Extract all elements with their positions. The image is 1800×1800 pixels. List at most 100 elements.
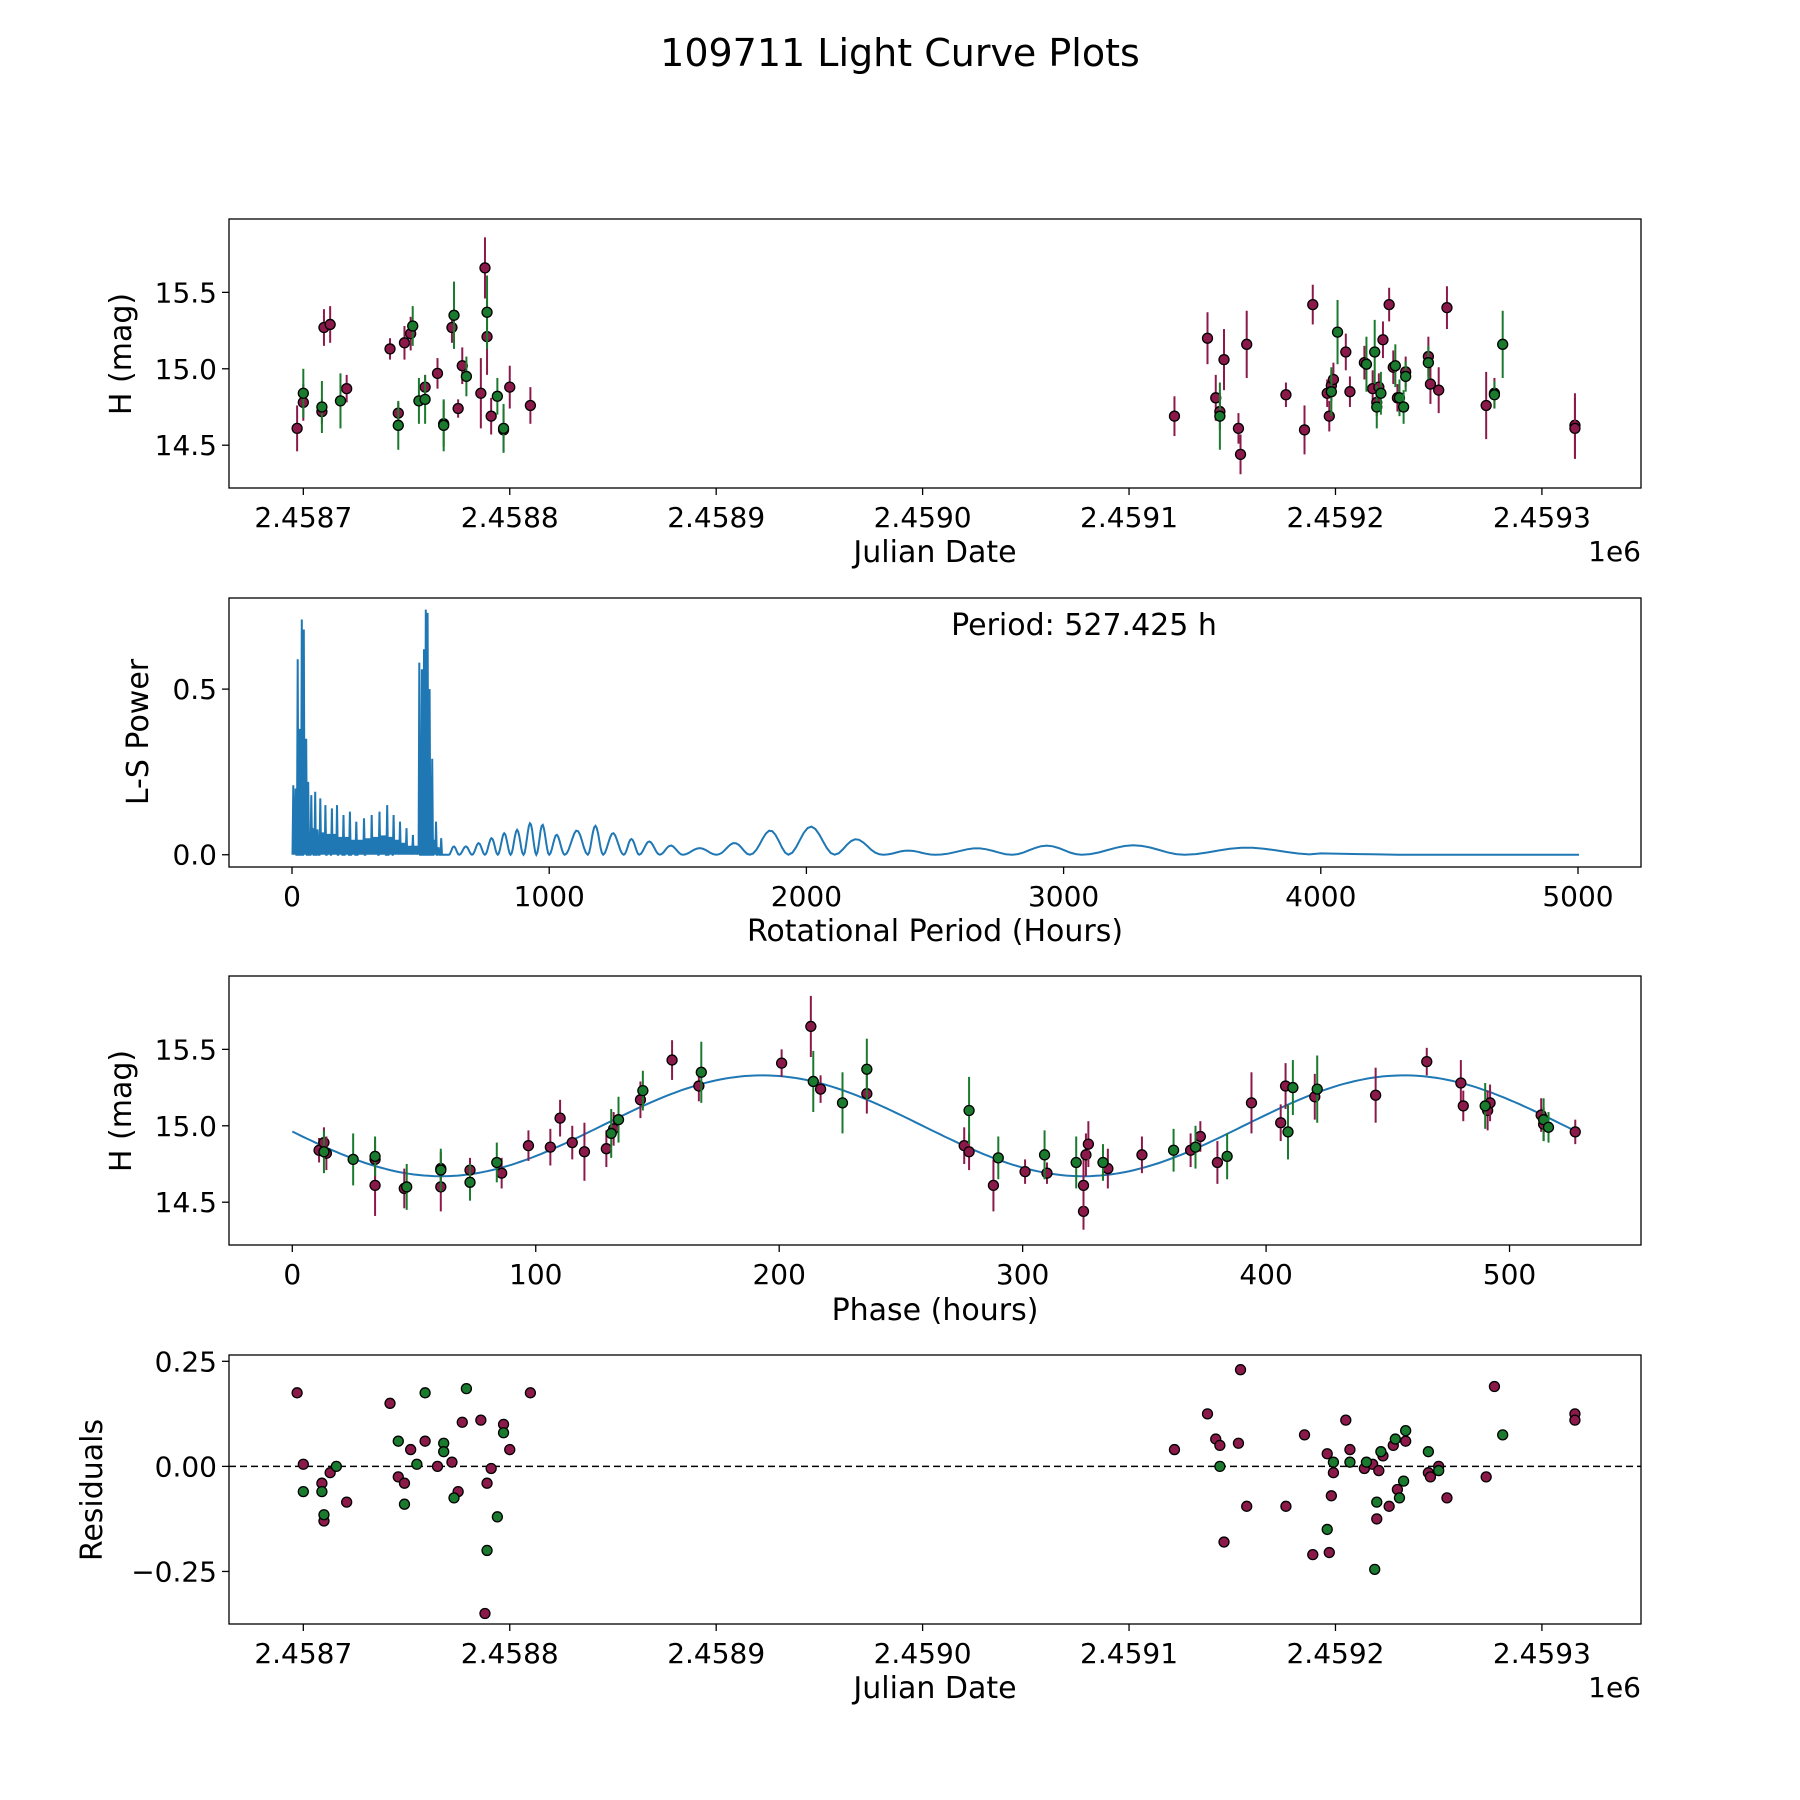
phase-fold-point-filter_g (861, 1063, 873, 1075)
light-curve-point-filter_g (1422, 357, 1435, 369)
phase-fold-point-filter_g (963, 1104, 975, 1117)
phase-fold-point-filter_r (1041, 1167, 1053, 1179)
periodogram-xtick-label: 1000 (514, 880, 585, 913)
residuals-point-filter_g (1397, 1475, 1410, 1487)
residuals-point-filter_r (446, 1456, 458, 1468)
phase-fold-point-filter_g (435, 1164, 447, 1176)
residuals-xtick-label: 2.4588 (461, 1637, 559, 1670)
light-curve-point-filter_r (524, 399, 537, 412)
phase-fold-point-filter_r (1136, 1149, 1148, 1161)
phase-fold-point-filter_r (600, 1143, 612, 1155)
residuals-point-filter_r (1400, 1435, 1412, 1447)
light-curve-point-filter_g (1325, 386, 1338, 398)
residuals-point-filter_g (318, 1509, 330, 1521)
light-curve-point-filter_g (1488, 389, 1501, 401)
residuals-ytick-label: −0.25 (131, 1555, 217, 1588)
residuals-point-filter_r (475, 1414, 487, 1426)
phase-fold-panel: Phase (hours) H (mag) 0 100 200 300 400 500 14… (104, 975, 1642, 1328)
phase-fold-point-filter_r (522, 1140, 535, 1152)
light-curve-point-filter_g (1397, 401, 1410, 413)
phase-fold-point-filter_g (1287, 1081, 1299, 1094)
phase-fold-point-filter_g (1189, 1141, 1202, 1153)
residuals-point-filter_g (1375, 1446, 1387, 1458)
phase-fold-point-filter_g (1038, 1149, 1051, 1161)
light-curve-point-filter_r (1232, 422, 1245, 435)
phase-fold-point-filter_g (1167, 1144, 1180, 1156)
light-curve-ylabel: H (mag) (104, 293, 139, 415)
light-curve-point-filter_r (1569, 422, 1581, 435)
phase-fold-point-filter_g (807, 1075, 819, 1088)
phase-fold-point-filter_g (347, 1153, 359, 1166)
phase-fold-point-filter_g (836, 1097, 849, 1109)
phase-fold-point-filter_r (1369, 1089, 1382, 1101)
light-curve-ytick-label: 14.5 (155, 429, 217, 462)
residuals-xtick-label: 2.4590 (874, 1637, 972, 1670)
residuals-point-filter_g (1433, 1464, 1445, 1477)
light-curve-xtick-label: 2.4589 (667, 501, 765, 534)
residuals-point-filter_g (481, 1544, 493, 1557)
phase-fold-xlabel: Phase (hours) (832, 1293, 1039, 1328)
light-curve-point-filter_g (481, 306, 493, 318)
light-curve-point-filter_r (324, 318, 336, 331)
phase-fold-point-filter_g (1479, 1100, 1491, 1112)
residuals-point-filter_r (431, 1460, 444, 1473)
residuals-point-filter_r (341, 1496, 353, 1508)
light-curve-point-filter_r (475, 387, 487, 399)
phase-fold-point-filter_g (318, 1146, 330, 1158)
light-curve-ytick-label: 15.5 (155, 276, 217, 309)
light-curve-point-filter_r (1168, 410, 1181, 422)
residuals-point-filter_r (1569, 1414, 1581, 1426)
light-curve-point-filter_r (1340, 346, 1352, 358)
residuals-point-filter_r (1488, 1380, 1501, 1393)
light-curve-ytick-label: 15.0 (155, 353, 217, 386)
residuals-point-filter_r (1232, 1437, 1245, 1449)
phase-fold-point-filter_g (992, 1152, 1004, 1164)
periodogram-ytick-label: 0.0 (172, 839, 217, 872)
phase-fold-point-filter_r (1569, 1126, 1581, 1138)
residuals-point-filter_r (1168, 1443, 1181, 1456)
light-curve-point-filter_r (431, 367, 444, 380)
residuals-point-filter_r (504, 1443, 516, 1456)
residuals-point-filter_g (297, 1485, 309, 1498)
residuals-point-filter_r (481, 1477, 493, 1489)
phase-fold-point-filter_r (1019, 1165, 1031, 1178)
residuals-ylabel: Residuals (75, 1419, 110, 1561)
residuals-point-filter_g (1344, 1456, 1356, 1468)
residuals-point-filter_r (479, 1607, 491, 1620)
light-curve-point-filter_r (1307, 298, 1319, 311)
light-curve-point-filter_r (341, 383, 353, 395)
residuals-point-filter_r (1218, 1536, 1230, 1548)
light-curve-point-filter_g (1331, 326, 1344, 338)
phase-fold-point-filter_r (1077, 1179, 1090, 1192)
light-curve-point-filter_r (452, 402, 464, 415)
periodogram-xtick-label: 2000 (771, 880, 842, 913)
residuals-point-filter_g (1321, 1523, 1333, 1536)
light-curve-point-filter_g (334, 395, 347, 407)
residuals-point-filter_r (1298, 1429, 1311, 1441)
residuals-point-filter_r (1307, 1548, 1319, 1561)
residuals-point-filter_r (1234, 1364, 1247, 1376)
residuals-xtick-label: 2.4593 (1493, 1637, 1591, 1670)
residuals-xtick-label: 2.4589 (667, 1637, 765, 1670)
residuals-frame (228, 1354, 1642, 1625)
residuals-point-filter_r (419, 1435, 431, 1447)
residuals-point-filter_r (1280, 1500, 1292, 1512)
residuals-point-filter_g (1371, 1496, 1383, 1508)
residuals-xtick-label: 2.4591 (1080, 1637, 1178, 1670)
light-curve-point-filter_r (1433, 384, 1445, 396)
phase-fold-point-filter_g (605, 1127, 617, 1140)
figure-title: 109711 Light Curve Plots (660, 31, 1140, 75)
light-curve-point-filter_r (1344, 386, 1356, 398)
light-curve-point-filter_g (491, 390, 504, 402)
phase-fold-ytick-label: 15.5 (155, 1033, 217, 1066)
phase-fold-point-filter_g (1542, 1121, 1555, 1133)
phase-fold-xtick-label: 400 (1239, 1258, 1292, 1291)
residuals-point-filter_r (1383, 1500, 1395, 1512)
periodogram-xtick-label: 5000 (1542, 880, 1613, 913)
phase-fold-xtick-label: 300 (996, 1258, 1049, 1291)
residuals-point-filter_g (1214, 1460, 1226, 1473)
light-curve-frame (228, 218, 1642, 489)
light-curve-point-filter_r (446, 321, 458, 334)
light-curve-point-filter_g (1214, 410, 1226, 422)
